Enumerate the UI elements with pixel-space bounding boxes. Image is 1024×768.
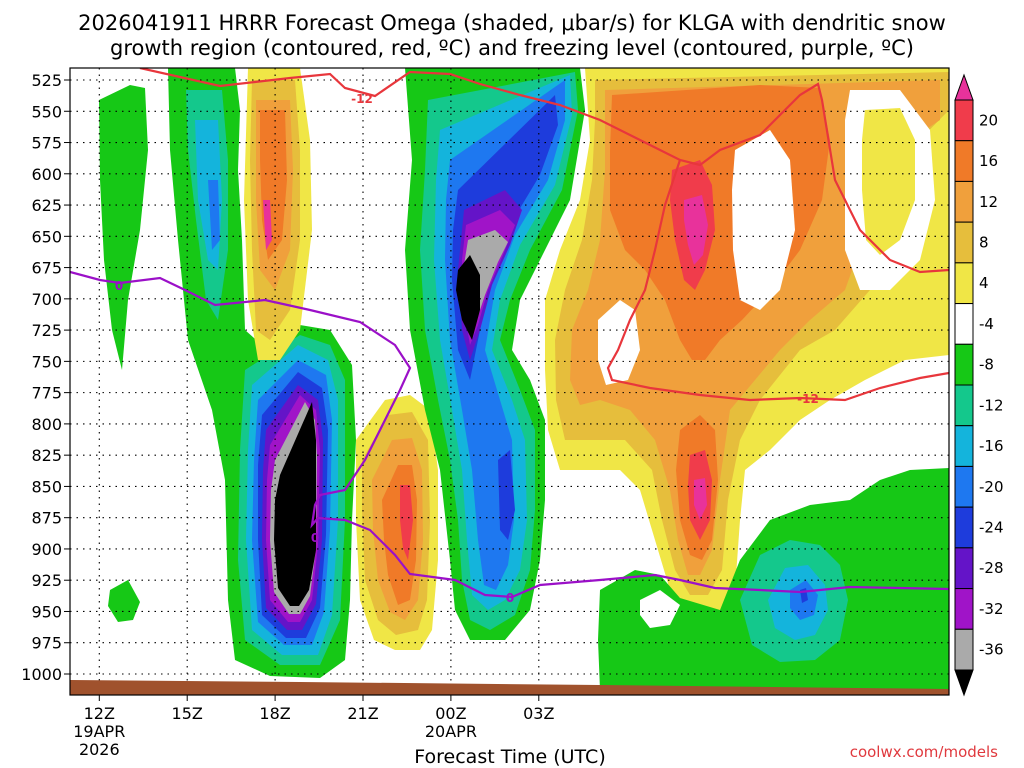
freezing-level-contour <box>70 270 949 599</box>
omega-shading <box>99 68 949 690</box>
colorbar-label: -28 <box>979 559 1004 577</box>
dgz-label-lower: -12 <box>797 392 819 406</box>
x-tick-date: 19APR <box>73 722 125 741</box>
plot-frame <box>69 67 950 696</box>
omega-region-pink-right <box>684 195 708 520</box>
colorbar-label: -16 <box>979 437 1004 455</box>
colorbar-cap-bottom <box>954 669 974 697</box>
freezing-label-right: 0 <box>506 591 514 605</box>
colorbar-segment <box>954 425 974 467</box>
y-tick-label: 625 <box>31 196 62 215</box>
omega-region-black-mid <box>456 255 480 340</box>
colorbar-label: -12 <box>979 396 1004 414</box>
omega-region-crimson-right <box>670 160 715 540</box>
y-tick-label: 975 <box>31 634 62 653</box>
x-tick-label: 18Z <box>259 704 290 723</box>
chart-title-line1: 2026041911 HRRR Forecast Omega (shaded, … <box>78 11 946 35</box>
y-tick-label: 550 <box>31 102 62 121</box>
x-tick-label: 00Z <box>435 704 466 723</box>
omega-region-pink-col1 <box>263 200 272 250</box>
freezing-label-mid: 0 <box>311 531 319 545</box>
colorbar-label: 20 <box>979 111 998 129</box>
colorbar-label: -8 <box>979 356 994 374</box>
colorbar-segment <box>954 99 974 142</box>
x-tick-label: 21Z <box>347 704 378 723</box>
colorbar-label: 16 <box>979 152 998 170</box>
colorbar-segment <box>954 303 974 345</box>
grid <box>70 68 949 695</box>
y-tick-label: 675 <box>31 259 62 278</box>
credit-text: coolwx.com/models <box>850 743 998 761</box>
y-tick-label: 525 <box>31 71 62 90</box>
x-tick-year: 2026 <box>79 740 120 759</box>
x-tick-date: 20APR <box>425 722 477 741</box>
omega-region-green-small <box>99 85 148 370</box>
y-tick-label: 950 <box>31 602 62 621</box>
freezing-label-left: 0 <box>115 279 123 293</box>
colorbar-segment <box>954 384 974 427</box>
omega-region-black-left <box>274 402 316 606</box>
colorbar-label: -20 <box>979 478 1004 496</box>
y-tick-label: 775 <box>31 384 62 403</box>
colorbar-label: 8 <box>979 234 989 252</box>
colorbar-segment <box>954 262 974 305</box>
colorbar-segment <box>954 465 974 508</box>
y-tick-label: 650 <box>31 227 62 246</box>
y-axis: 525 550 575 600 625 650 675 700 725 750 775 800 825 8… <box>21 71 70 684</box>
ground-surface <box>70 680 949 695</box>
colorbar-segment <box>954 506 974 549</box>
omega-region-white-gap <box>640 590 680 628</box>
dgz-label-upper: -12 <box>351 92 373 106</box>
y-tick-label: 700 <box>31 290 62 309</box>
omega-region-crimson-col2 <box>400 485 413 560</box>
omega-region-yellow-inhole <box>862 108 915 255</box>
dgz-contour-upper <box>139 68 949 274</box>
colorbar: 20 16 12 8 4 -4 -8 -12 -16 -20 -24 -28 -32 -36 <box>954 73 1004 697</box>
contours <box>70 68 949 599</box>
x-tick-label: 12Z <box>84 704 115 723</box>
colorbar-segment <box>954 343 974 386</box>
x-axis-title: Forecast Time (UTC) <box>414 746 605 768</box>
colorbar-label: 4 <box>979 274 989 292</box>
y-tick-label: 875 <box>31 509 62 528</box>
y-tick-label: 900 <box>31 540 62 559</box>
colorbar-label: -32 <box>979 600 1004 618</box>
colorbar-segment <box>954 140 974 182</box>
y-tick-label: 800 <box>31 415 62 434</box>
colorbar-label: -36 <box>979 641 1004 659</box>
x-tick-label: 03Z <box>523 704 554 723</box>
colorbar-segment <box>954 628 974 671</box>
colorbar-label: -4 <box>979 315 994 333</box>
colorbar-label: 12 <box>979 193 998 211</box>
y-tick-label: 1000 <box>21 665 62 684</box>
y-tick-label: 750 <box>31 352 62 371</box>
y-tick-label: 825 <box>31 446 62 465</box>
dgz-contour-lower <box>606 159 949 402</box>
colorbar-label: -24 <box>979 519 1004 537</box>
y-tick-label: 925 <box>31 571 62 590</box>
colorbar-segment <box>954 588 974 630</box>
y-tick-label: 725 <box>31 321 62 340</box>
colorbar-cap-top <box>954 73 974 101</box>
colorbar-segment <box>954 180 974 223</box>
x-tick-label: 15Z <box>172 704 203 723</box>
y-tick-label: 575 <box>31 134 62 153</box>
y-tick-label: 850 <box>31 477 62 496</box>
y-tick-label: 600 <box>31 165 62 184</box>
chart-title-line2: growth region (contoured, red, ºC) and f… <box>110 36 914 60</box>
colorbar-segment <box>954 547 974 590</box>
colorbar-segment <box>954 221 974 264</box>
omega-region-white-hole1 <box>732 130 795 310</box>
